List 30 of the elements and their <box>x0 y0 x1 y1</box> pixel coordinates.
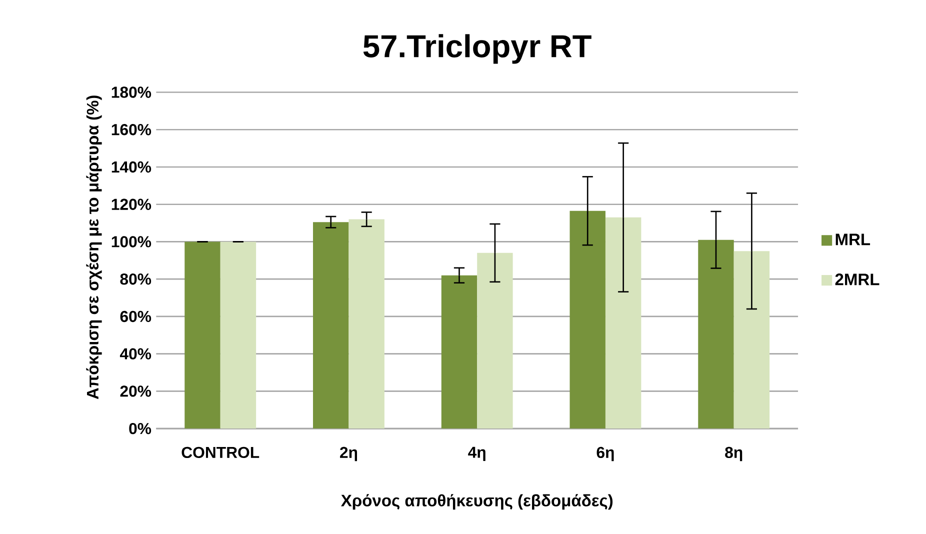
x-tick-label: 2η <box>340 446 357 462</box>
y-tick-label: 40% <box>120 348 152 360</box>
bar <box>184 242 220 429</box>
x-tick-label: 6η <box>596 446 614 462</box>
y-tick-label: 0% <box>129 423 152 434</box>
y-tick-label: 80% <box>120 274 152 285</box>
y-tick-label: 60% <box>120 310 152 322</box>
bar <box>441 275 478 429</box>
x-axis-title: Χρόνος αποθήκευσης (εβδομάδες) <box>341 494 613 510</box>
y-axis-title: Απόκριση σε σχέση με το μάρτυρα (%) <box>86 96 102 400</box>
legend-label: 2MRL <box>835 274 880 286</box>
bar <box>220 242 256 429</box>
legend-label: MRL <box>836 234 870 246</box>
bar <box>605 218 642 429</box>
y-tick-label: 180% <box>112 86 152 98</box>
x-tick-label: 4η <box>468 446 486 462</box>
bar <box>477 253 513 429</box>
y-tick-label: 160% <box>112 124 152 136</box>
bar <box>570 211 606 429</box>
bar <box>698 240 734 429</box>
bar <box>313 222 349 429</box>
bar <box>348 219 384 429</box>
y-tick-label: 120% <box>112 198 152 210</box>
bar <box>734 251 770 429</box>
y-tick-label: 20% <box>120 386 152 397</box>
x-tick-label: CONTROL <box>182 446 260 458</box>
y-tick-label: 140% <box>112 162 152 173</box>
chart-title: 57.Triclopyr RT <box>363 34 592 64</box>
y-tick-label: 100% <box>112 236 152 248</box>
x-tick-label: 8η <box>725 446 742 462</box>
